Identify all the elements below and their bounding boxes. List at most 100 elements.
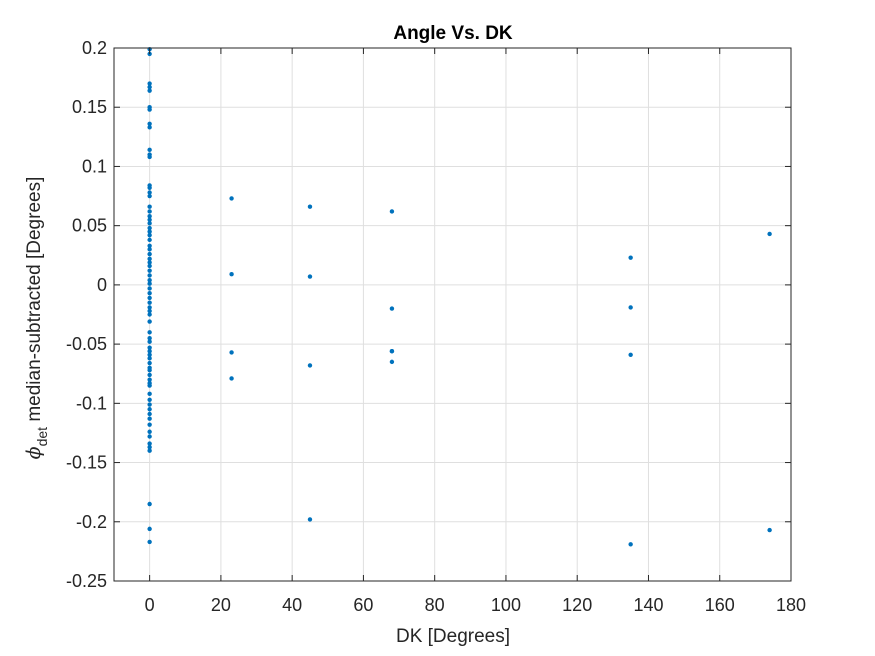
data-point xyxy=(147,501,152,507)
data-point xyxy=(147,319,152,324)
data-point xyxy=(147,281,152,286)
y-tick-label: -0.15 xyxy=(66,453,107,473)
data-point xyxy=(307,363,313,368)
x-tick-label: 140 xyxy=(633,595,663,615)
data-point xyxy=(147,360,152,366)
x-tick-label: 160 xyxy=(705,595,735,615)
y-tick-label: -0.2 xyxy=(76,512,107,532)
data-point xyxy=(147,422,152,427)
data-point xyxy=(147,260,152,265)
data-point xyxy=(229,350,234,355)
data-point xyxy=(147,356,152,361)
x-tick-label: 20 xyxy=(211,595,231,615)
data-point xyxy=(147,217,152,222)
data-point xyxy=(389,359,395,365)
data-point xyxy=(628,305,633,310)
x-tick-label: 60 xyxy=(353,595,373,615)
data-point xyxy=(147,81,152,86)
x-tick-label: 40 xyxy=(282,595,302,615)
data-point xyxy=(767,527,772,533)
data-point xyxy=(147,526,152,532)
data-point xyxy=(147,300,152,305)
y-tick-label: 0.05 xyxy=(72,216,107,236)
data-point xyxy=(147,444,152,450)
grid xyxy=(114,47,792,582)
data-points xyxy=(147,46,772,547)
y-tick-label: -0.1 xyxy=(76,393,107,413)
y-tick-label: 0.15 xyxy=(72,97,107,117)
x-axis-label: DK [Degrees] xyxy=(396,626,510,647)
data-point xyxy=(147,539,152,545)
data-point xyxy=(389,209,395,214)
data-point xyxy=(147,349,152,354)
data-point xyxy=(147,352,152,357)
data-point xyxy=(147,154,152,160)
y-tick-label: -0.25 xyxy=(66,571,107,591)
data-point xyxy=(147,147,152,153)
data-point xyxy=(147,365,152,370)
data-point xyxy=(147,308,152,314)
data-point xyxy=(147,247,152,252)
data-point xyxy=(147,84,152,90)
data-point xyxy=(147,448,152,453)
data-point xyxy=(147,232,152,238)
data-point xyxy=(147,277,152,283)
data-point xyxy=(147,339,152,344)
y-label-subscript: det xyxy=(34,427,50,447)
data-point xyxy=(147,290,152,296)
data-point xyxy=(147,411,152,417)
data-point xyxy=(147,251,152,257)
data-point xyxy=(147,107,152,112)
x-tick-label: 0 xyxy=(145,595,155,615)
x-tick-label: 100 xyxy=(491,595,521,615)
data-point xyxy=(147,429,152,434)
x-tick-label: 80 xyxy=(425,595,445,615)
data-point xyxy=(147,213,152,219)
data-point xyxy=(147,268,152,273)
data-point xyxy=(389,349,395,354)
data-point xyxy=(628,352,633,357)
data-point xyxy=(307,517,313,522)
data-point xyxy=(147,434,152,439)
data-point xyxy=(229,196,234,201)
plot-frame xyxy=(113,47,792,582)
data-point xyxy=(147,330,152,335)
data-point xyxy=(307,274,313,279)
data-point xyxy=(628,542,633,547)
data-point xyxy=(147,402,152,407)
data-point xyxy=(229,376,234,381)
data-point xyxy=(147,286,152,291)
y-tick-label: 0.2 xyxy=(82,38,107,58)
data-point xyxy=(229,272,234,277)
y-tick-label: -0.05 xyxy=(66,334,107,354)
y-tick-label: 0.1 xyxy=(82,156,107,176)
data-point xyxy=(147,391,152,397)
data-point xyxy=(147,407,152,412)
data-point xyxy=(147,121,152,127)
y-label-text: median-subtracted [Degrees] xyxy=(24,177,45,427)
y-axis-label: ϕdet median-subtracted [Degrees] xyxy=(23,177,50,460)
y-label-symbol: ϕ xyxy=(23,446,45,459)
data-point xyxy=(389,306,395,311)
data-point xyxy=(147,441,152,446)
axis-ticks: 0 20 40 60 80 100 120 140 160 180 -0.25 -0.2 -0.15 -0… xyxy=(66,38,806,615)
data-point xyxy=(307,204,313,209)
data-point xyxy=(147,237,152,243)
x-tick-label: 180 xyxy=(776,595,806,615)
data-point xyxy=(147,372,152,378)
data-point xyxy=(147,273,152,278)
data-point xyxy=(147,229,152,234)
data-point xyxy=(147,256,152,262)
data-point xyxy=(147,193,152,199)
y-tick-label: 0 xyxy=(97,275,107,295)
data-point xyxy=(147,305,152,310)
data-point xyxy=(147,204,152,209)
data-point xyxy=(147,125,152,130)
data-point xyxy=(147,383,152,388)
data-point xyxy=(147,397,152,402)
data-point xyxy=(147,88,152,93)
data-point xyxy=(147,295,152,301)
x-tick-label: 120 xyxy=(562,595,592,615)
data-point xyxy=(147,190,152,195)
